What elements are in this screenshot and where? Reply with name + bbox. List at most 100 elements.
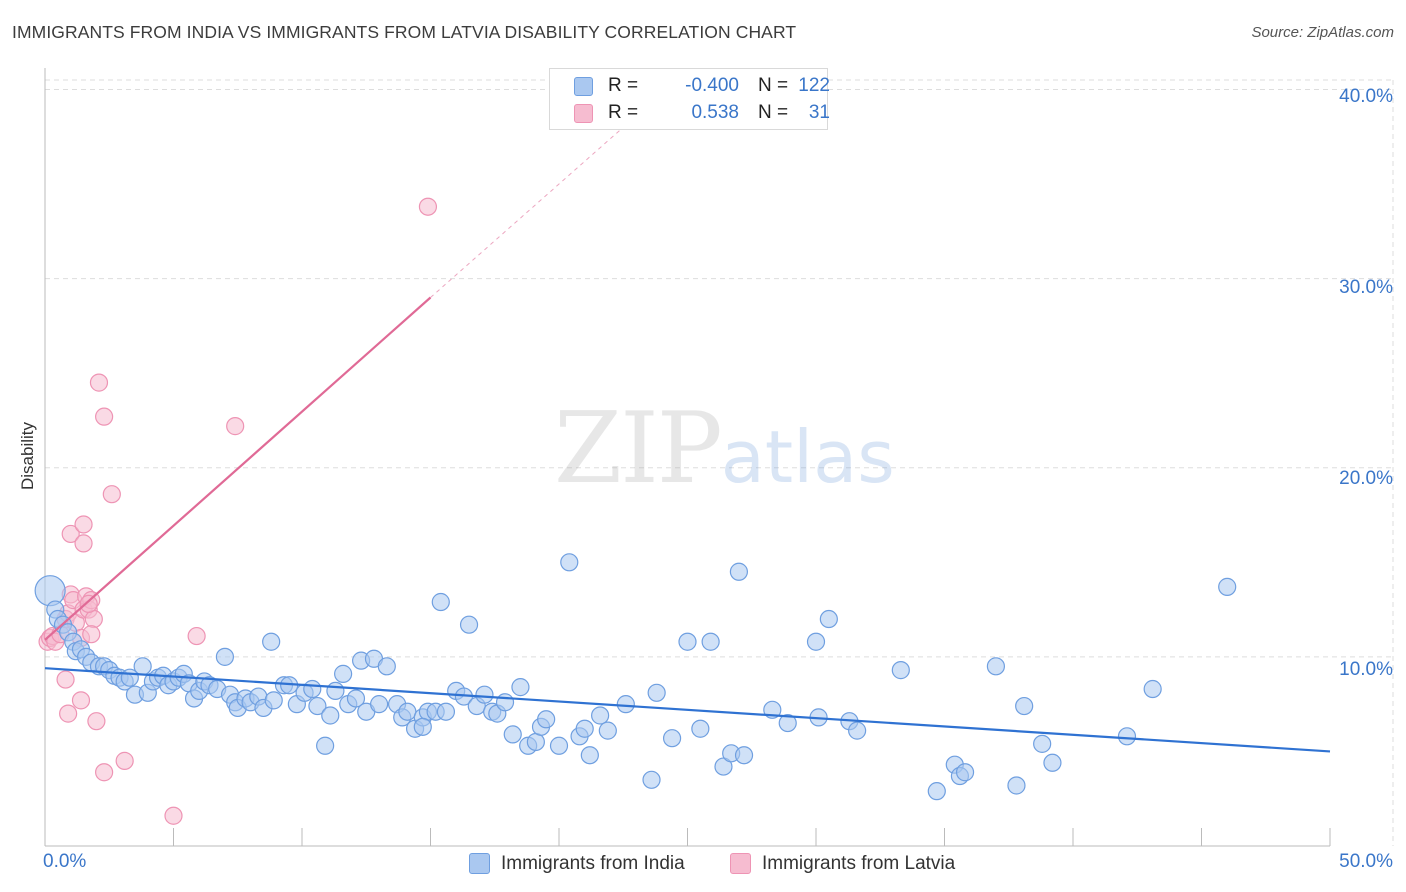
legend-label: Immigrants from Latvia (762, 853, 956, 874)
india-point (526, 732, 545, 752)
india-point (495, 693, 515, 712)
india-point (986, 657, 1006, 676)
source-credit: Source: ZipAtlas.com (1251, 24, 1394, 41)
india-swatch (574, 77, 593, 96)
india-point (549, 736, 569, 755)
latvia-point (71, 691, 91, 710)
r-label: R = (608, 75, 639, 96)
y-tick-label: 40.0% (1339, 86, 1393, 107)
india-point (729, 562, 749, 581)
india-point (413, 717, 432, 736)
n-label: N = (758, 75, 789, 96)
india-point (848, 721, 867, 740)
india-point (616, 695, 635, 714)
watermark: ZIPatlas (554, 400, 895, 498)
latvia-point (61, 524, 80, 544)
india-point (34, 575, 66, 607)
legend-label: Immigrants from India (501, 853, 685, 874)
india-point (819, 609, 838, 629)
india-point (662, 729, 682, 748)
india-point (133, 657, 152, 676)
india-point (537, 710, 556, 729)
latvia-point (418, 197, 438, 216)
india-point (927, 782, 946, 801)
india-point (377, 657, 396, 676)
india-point (308, 696, 327, 716)
india-point (1015, 696, 1034, 716)
latvia-point (82, 625, 101, 644)
india-point (691, 719, 710, 738)
india-point (503, 725, 522, 744)
latvia-point (84, 609, 103, 629)
latvia-point (56, 670, 75, 689)
india-point (1218, 577, 1237, 596)
r-label: R = (608, 102, 639, 123)
india-point (806, 632, 826, 651)
latvia-trend-extension (430, 126, 624, 298)
india-point (591, 706, 610, 725)
latvia-trend-line (44, 296, 432, 641)
latvia-point (226, 417, 245, 436)
india-point (346, 689, 366, 708)
india-point (398, 702, 417, 721)
latvia-point (95, 763, 114, 782)
india-point (370, 695, 389, 714)
r-value: 0.538 (691, 102, 739, 123)
y-tick-label: 30.0% (1339, 277, 1393, 298)
india-point (264, 691, 283, 710)
latvia-point (74, 534, 93, 553)
india-point (326, 681, 345, 701)
india-point (575, 719, 594, 738)
india-point (598, 721, 617, 740)
india-trend-line (44, 667, 1331, 753)
y-axis-label: Disability (18, 421, 37, 491)
india-legend-swatch (469, 853, 490, 874)
latvia-point (59, 704, 78, 723)
india-point (891, 661, 910, 680)
latvia-point (74, 515, 93, 534)
india-point (459, 615, 479, 634)
india-point (1043, 753, 1062, 772)
y-tick-label: 10.0% (1339, 659, 1393, 680)
india-point (642, 770, 661, 789)
india-point (955, 763, 975, 782)
n-value: 122 (798, 75, 830, 96)
india-point (647, 683, 666, 702)
india-point (1143, 679, 1162, 699)
india-point (734, 746, 754, 765)
india-point (560, 553, 579, 572)
watermark-atlas: atlas (720, 415, 895, 499)
india-point (678, 632, 697, 651)
chart-title: IMMIGRANTS FROM INDIA VS IMMIGRANTS FROM… (12, 22, 797, 42)
india-point (303, 679, 322, 699)
x-tick-label: 0.0% (43, 851, 87, 872)
india-point (475, 685, 494, 704)
india-point (1117, 727, 1137, 746)
latvia-point (89, 373, 109, 392)
r-value: -0.400 (685, 75, 739, 96)
india-point (701, 632, 720, 651)
latvia-point (102, 485, 121, 504)
latvia-point (87, 712, 106, 731)
india-point (778, 713, 797, 733)
india-point (1033, 734, 1052, 753)
latvia-swatch (574, 104, 593, 123)
india-point (262, 632, 281, 651)
n-value: 31 (808, 102, 830, 123)
n-label: N = (758, 102, 789, 123)
india-point (316, 736, 335, 755)
stats-box: R = -0.400 N = 122 R = 0.538 N = 31 (549, 68, 830, 130)
latvia-point (79, 594, 98, 614)
india-point (321, 706, 340, 725)
india-point (1007, 776, 1026, 795)
latvia-point (164, 806, 183, 825)
latvia-point (115, 751, 134, 770)
india-point (511, 678, 530, 697)
india-point (334, 664, 353, 683)
latvia-point (95, 407, 114, 426)
india-point (436, 702, 456, 721)
india-point (580, 746, 599, 765)
watermark-zip: ZIP (554, 392, 723, 506)
latvia-legend-swatch (730, 853, 751, 874)
